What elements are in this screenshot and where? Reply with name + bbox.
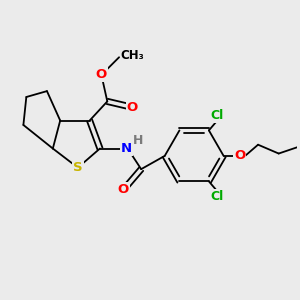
Text: O: O xyxy=(118,183,129,196)
Text: Cl: Cl xyxy=(211,190,224,203)
Text: O: O xyxy=(96,68,107,81)
Text: O: O xyxy=(127,101,138,114)
Text: S: S xyxy=(73,161,83,174)
Text: H: H xyxy=(132,134,143,147)
Text: O: O xyxy=(234,149,245,162)
Text: CH₃: CH₃ xyxy=(121,49,144,62)
Text: N: N xyxy=(121,142,132,155)
Text: Cl: Cl xyxy=(211,109,224,122)
